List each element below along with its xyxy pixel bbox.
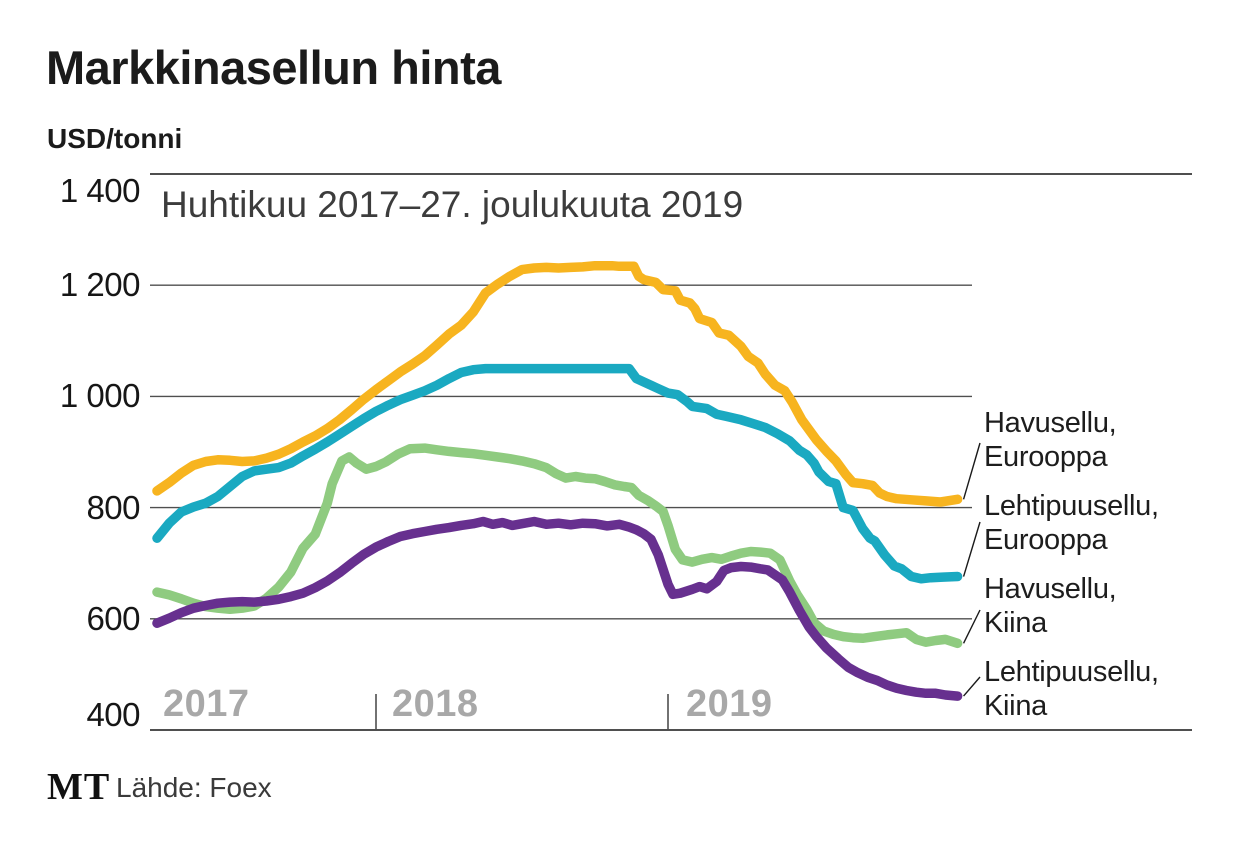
y-tick-label-600: 600 bbox=[86, 600, 140, 637]
x-tick-label-2017: 2017 bbox=[163, 683, 250, 725]
legend-connector-havusellu-eurooppa bbox=[962, 442, 981, 500]
legend-text-line: Kiina bbox=[984, 690, 1047, 722]
y-tick-label-1000: 1 000 bbox=[59, 377, 141, 414]
legend-havusellu-eurooppa: Havusellu, Eurooppa bbox=[984, 406, 1117, 474]
legend-lehtipuusellu-eurooppa: Lehtipuusellu, Eurooppa bbox=[984, 489, 1159, 557]
legend-connector-lehtipuusellu-kiina bbox=[963, 676, 981, 697]
y-tick-label-1400: 1 400 bbox=[59, 172, 141, 209]
legend-connector-lehtipuusellu-eurooppa bbox=[962, 521, 981, 577]
legend-connector-havusellu-kiina bbox=[962, 609, 981, 644]
page-title: Markkinasellun hinta bbox=[46, 41, 501, 94]
y-tick-label-400: 400 bbox=[86, 696, 140, 733]
series-line-lehtipuusellu-kiina bbox=[152, 516, 963, 701]
legend-text-line: Lehtipuusellu, bbox=[984, 490, 1159, 522]
legend-text-line: Kiina bbox=[984, 607, 1047, 639]
legend-text-line: Havusellu, bbox=[984, 573, 1117, 605]
x-tick-label-2019: 2019 bbox=[686, 683, 773, 725]
chart-subtitle: Huhtikuu 2017–27. joulukuuta 2019 bbox=[161, 184, 744, 225]
mt-logo: MT bbox=[47, 766, 111, 808]
series-line-havusellu-eurooppa bbox=[152, 260, 963, 507]
y-tick-label-800: 800 bbox=[86, 489, 140, 526]
x-tick-label-2018: 2018 bbox=[392, 683, 479, 725]
y-axis-units-label: USD/tonni bbox=[47, 123, 183, 154]
legend-text-line: Eurooppa bbox=[984, 524, 1108, 556]
legend-havusellu-kiina: Havusellu, Kiina bbox=[984, 572, 1117, 640]
series-line-havusellu-kiina bbox=[152, 443, 963, 649]
series-line-lehtipuusellu-eurooppa bbox=[152, 363, 963, 584]
y-tick-label-1200: 1 200 bbox=[59, 266, 141, 303]
legend-text-line: Lehtipuusellu, bbox=[984, 656, 1159, 688]
source-label: Lähde: Foex bbox=[116, 772, 272, 803]
legend-text-line: Eurooppa bbox=[984, 441, 1108, 473]
legend-text-line: Havusellu, bbox=[984, 407, 1117, 439]
legend-lehtipuusellu-kiina: Lehtipuusellu, Kiina bbox=[984, 655, 1159, 723]
